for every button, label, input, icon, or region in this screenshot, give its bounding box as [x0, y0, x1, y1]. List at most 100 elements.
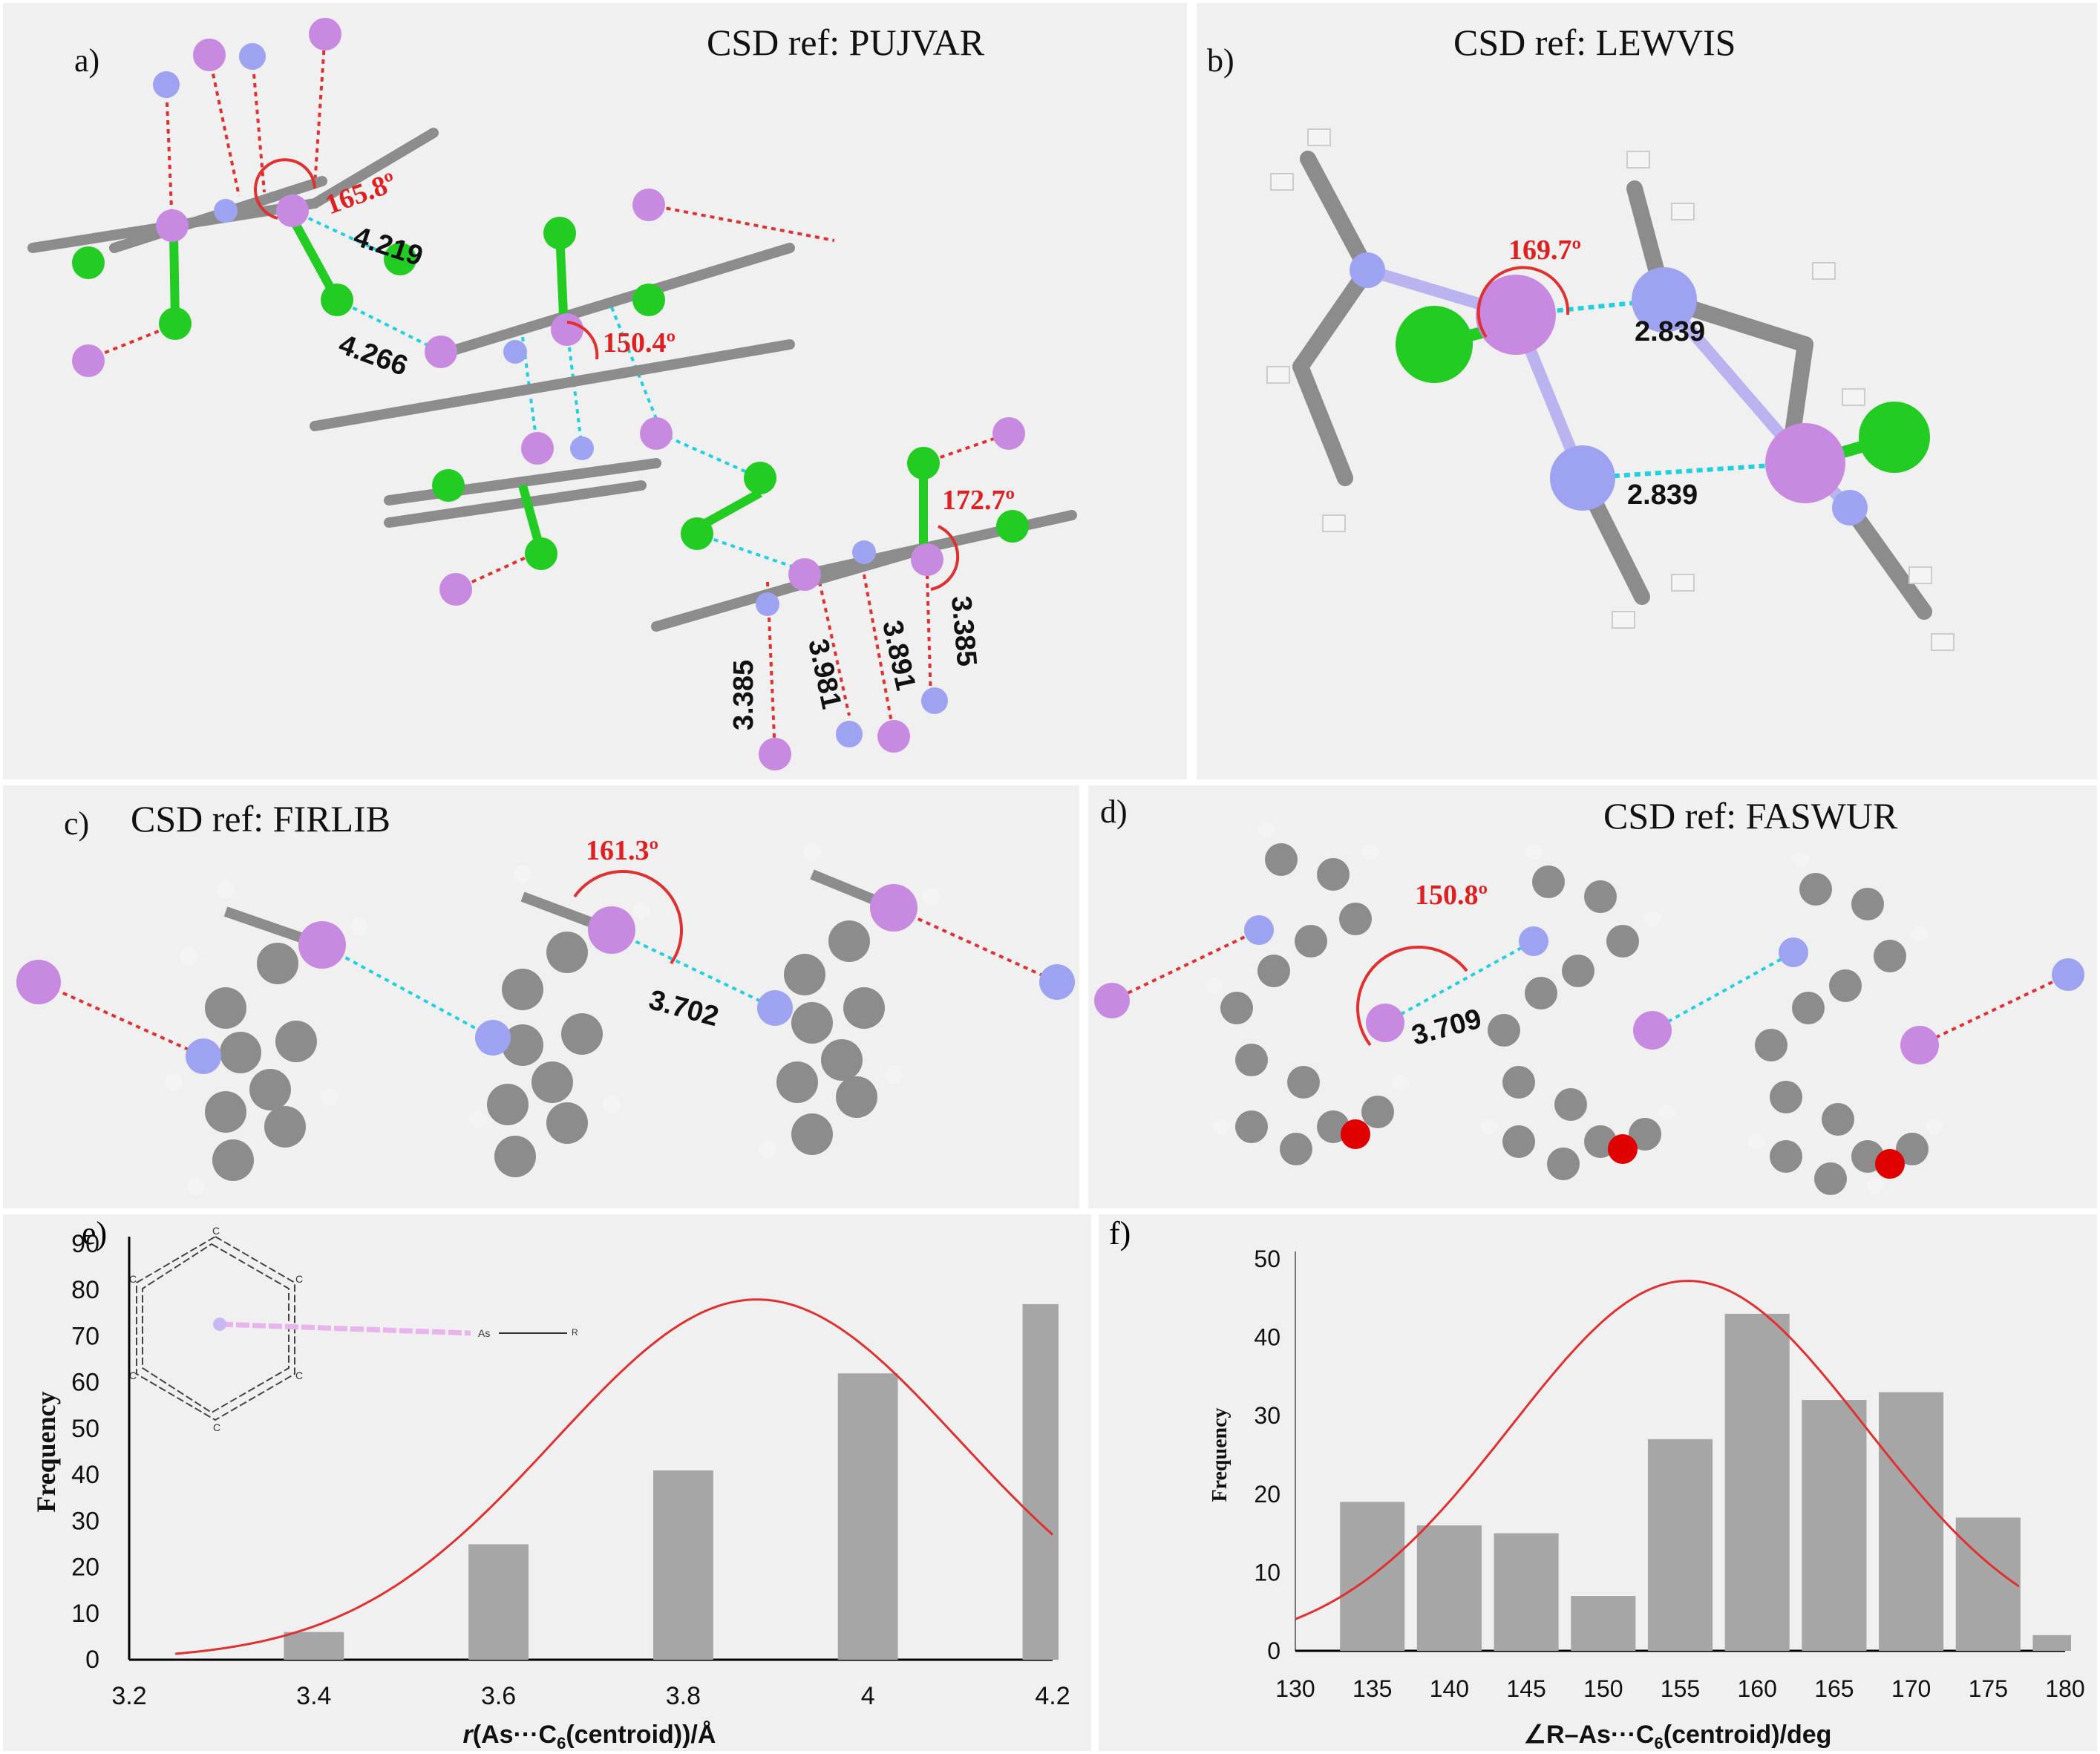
molecule-c-2 — [475, 891, 635, 1177]
panel-c: c) CSD ref: FIRLIB — [3, 785, 1079, 1208]
y-axis-label-f: Frequency — [1208, 1407, 1231, 1502]
x-tick-label-f-6: 160 — [1738, 1675, 1777, 1702]
y-tick-label-f-1: 10 — [1254, 1559, 1280, 1586]
distance-label-a-3: 3.385 — [728, 660, 759, 730]
angle-arcs-a — [254, 158, 960, 591]
angle-label-c-1: 161.3º — [586, 835, 658, 866]
x-axis-label-e: r(As···C6(centroid))/Å — [463, 1721, 716, 1751]
x-axis-label-f: ∠R–As···C6(centroid)/deg — [1524, 1721, 1832, 1751]
fit-curve-f — [1295, 1280, 2020, 1620]
inset-atom-c-3: C — [295, 1370, 303, 1381]
x-tick-label-f-4: 150 — [1583, 1675, 1623, 1702]
y-tick-label-e-9: 90 — [71, 1230, 99, 1258]
atoms-a — [72, 18, 1029, 770]
inset-diagram: C C C C C C As R — [129, 1225, 578, 1433]
angle-label-a-3: 172.7º — [942, 485, 1015, 516]
distance-label-c-1: 3.702 — [646, 984, 722, 1033]
bar-e-1 — [468, 1544, 529, 1660]
molecule-b: 169.7º 2.839 2.839 — [1266, 128, 1955, 651]
panel-d-letter: d) — [1100, 793, 1128, 830]
distance-label-b-1: 2.839 — [1635, 316, 1705, 347]
x-tick-label-f-2: 140 — [1430, 1675, 1469, 1702]
bar-f-2 — [1494, 1533, 1559, 1651]
panel-e-letter: e) — [82, 1215, 107, 1251]
inset-atom-c-6: C — [129, 1273, 137, 1285]
y-tick-label-e-2: 20 — [71, 1554, 99, 1582]
distance-label-a-6: 3.385 — [945, 595, 982, 667]
y-tick-label-e-5: 50 — [71, 1415, 99, 1443]
distance-label-a-2: 4.266 — [335, 329, 412, 382]
molecule-c: 161.3º 3.702 — [16, 835, 1075, 1195]
panel-d-ref: CSD ref: FASWUR — [1603, 795, 1898, 837]
bar-f-7 — [1879, 1392, 1944, 1651]
distance-label-d-1: 3.709 — [1408, 1004, 1485, 1052]
y-tick-label-f-2: 20 — [1254, 1481, 1280, 1508]
inset-atom-c-4: C — [213, 1421, 220, 1433]
y-tick-label-e-6: 60 — [71, 1369, 99, 1397]
x-tick-label-e-4: 4 — [861, 1682, 875, 1710]
angle-label-d-1: 150.8º — [1415, 880, 1488, 911]
y-tick-label-e-4: 40 — [71, 1461, 99, 1489]
panel-c-letter: c) — [64, 805, 90, 842]
y-tick-label-e-3: 30 — [71, 1507, 99, 1535]
panel-d: d) CSD ref: FASWUR — [1088, 785, 2097, 1208]
molecule-c-3 — [757, 869, 917, 1155]
y-tick-label-e-7: 70 — [71, 1322, 99, 1350]
bar-e-4 — [1022, 1303, 1059, 1660]
x-tick-label-e-5: 4.2 — [1035, 1682, 1070, 1710]
distance-label-a-4: 3.981 — [802, 636, 847, 712]
x-tick-label-f-3: 145 — [1506, 1675, 1545, 1702]
x-tick-label-f-7: 165 — [1814, 1675, 1854, 1702]
panel-b-ref: CSD ref: LEWVIS — [1453, 22, 1736, 63]
bar-f-6 — [1802, 1400, 1867, 1651]
inset-atom-c-2: C — [295, 1273, 303, 1285]
contacts-a — [88, 32, 1010, 755]
panel-b-letter: b) — [1207, 42, 1234, 79]
panel-e: e) C C C C C C As R 3.2 3.4 3.6 3.8 4 4.2 0 10 2… — [3, 1214, 1091, 1751]
chart-f: f) 130 135 140 145 150 155 160 165 170 175 180 0 10 2… — [1109, 1215, 2085, 1751]
bar-f-8 — [1955, 1517, 2021, 1651]
molecule-d-3 — [1755, 873, 1929, 1195]
molecule-d-1 — [1220, 843, 1394, 1165]
angle-label-b-1: 169.7º — [1508, 235, 1581, 266]
fit-curve-e — [175, 1298, 1054, 1655]
panel-f-letter: f) — [1109, 1215, 1131, 1251]
distance-label-b-2: 2.839 — [1627, 480, 1698, 511]
inset-atom-r: R — [572, 1327, 578, 1338]
x-tick-label-f-10: 180 — [2045, 1675, 2084, 1702]
x-tick-label-f-5: 155 — [1661, 1675, 1700, 1702]
y-tick-label-f-0: 0 — [1267, 1637, 1280, 1664]
bar-e-2 — [652, 1470, 713, 1660]
panel-a-ref: CSD ref: PUJVAR — [707, 22, 985, 63]
bar-e-0 — [284, 1632, 344, 1660]
panel-b: b) CSD ref: LEWVIS — [1197, 3, 2097, 779]
x-tick-label-e-1: 3.4 — [296, 1682, 331, 1710]
bar-f-3 — [1571, 1596, 1636, 1651]
bar-f-5 — [1724, 1313, 1790, 1651]
y-tick-label-f-4: 40 — [1254, 1324, 1280, 1351]
x-tick-label-f-9: 175 — [1969, 1675, 2008, 1702]
x-tick-label-f-8: 170 — [1891, 1675, 1931, 1702]
y-axis-label-e: Frequency — [31, 1391, 61, 1512]
x-tick-label-e-0: 3.2 — [111, 1682, 146, 1710]
x-tick-label-e-3: 3.8 — [666, 1682, 701, 1710]
inset-atom-c-5: C — [129, 1370, 137, 1381]
angle-label-a-2: 150.4º — [603, 327, 676, 359]
bar-f-4 — [1647, 1439, 1713, 1651]
y-tick-label-e-1: 10 — [71, 1600, 99, 1628]
y-tick-label-e-0: 0 — [85, 1646, 99, 1674]
bar-e-3 — [837, 1373, 898, 1660]
inset-atom-c-1: C — [212, 1225, 220, 1237]
panel-a-letter: a) — [74, 42, 100, 79]
x-tick-label-f-0: 130 — [1275, 1675, 1315, 1702]
molecule-c-1 — [186, 906, 346, 1181]
inset-atom-as: As — [478, 1327, 490, 1339]
x-tick-label-f-1: 135 — [1352, 1675, 1392, 1702]
panel-c-ref: CSD ref: FIRLIB — [131, 798, 390, 840]
y-tick-label-f-5: 50 — [1254, 1246, 1280, 1272]
molecule-d-2 — [1488, 865, 1661, 1180]
panel-f: f) 130 135 140 145 150 155 160 165 170 175 180 0 10 2… — [1099, 1214, 2097, 1751]
y-tick-label-e-8: 80 — [71, 1276, 99, 1304]
molecule-a: 165.8º 150.4º 172.7º 4.219 4.266 3.385 3… — [27, 18, 1077, 770]
x-tick-label-e-2: 3.6 — [481, 1682, 516, 1710]
